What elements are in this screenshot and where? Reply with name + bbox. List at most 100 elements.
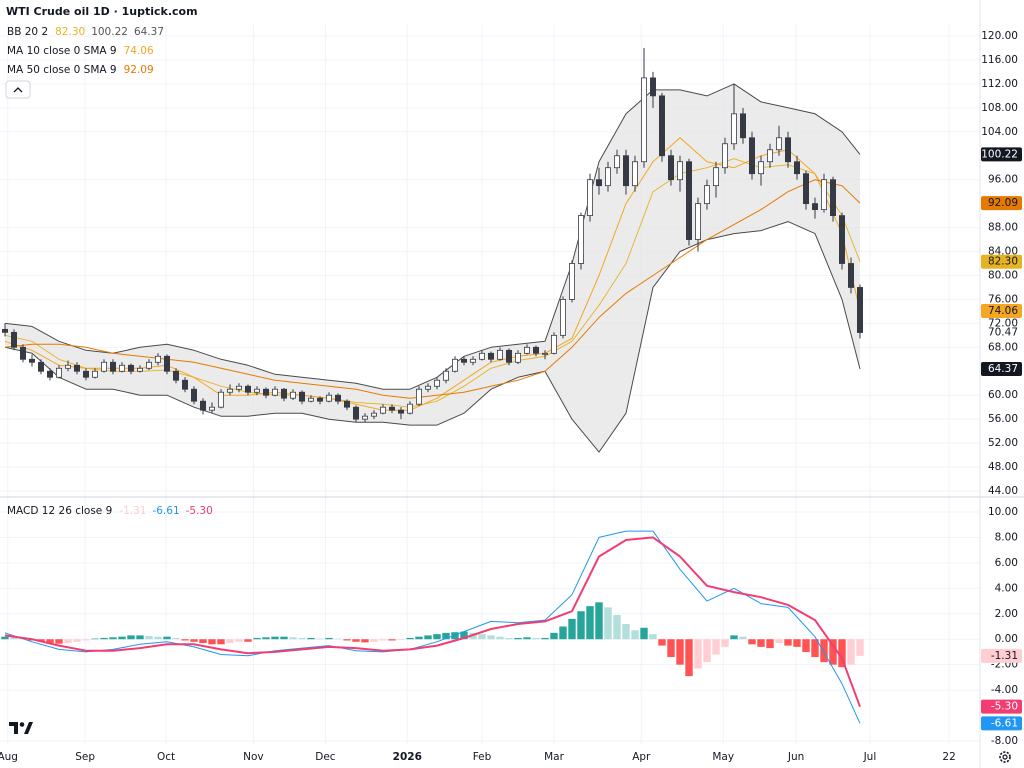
logo-mark [24,722,33,734]
collapse-button[interactable] [5,80,31,99]
histogram-bar [199,639,207,644]
x-tick-label: Nov [243,751,264,763]
candle-body [154,355,161,363]
candle-body [451,358,458,372]
histogram-bar [244,639,252,642]
histogram-bar [802,639,810,652]
candle-body [839,215,846,264]
price-tag-label: -1.31 [991,650,1018,662]
histogram-bar [127,635,135,640]
y-tick-label: 108.00 [981,102,1018,114]
candle-body [56,367,63,378]
y-tick-label: 116.00 [981,54,1018,66]
price-tag [981,699,1022,714]
settings-gear[interactable] [999,751,1011,763]
collapse-button-box[interactable] [5,80,31,99]
candle-body [704,185,711,205]
candle-body [803,173,810,205]
histogram-bar [109,637,117,640]
y-tick-label: 68.00 [988,341,1018,353]
candle-body [677,161,684,181]
histogram-bar [640,627,648,640]
histogram-bar [694,639,702,669]
candle-body [424,385,431,390]
legend: BB 20 2 82.30 100.22 64.37 MA 10 close 0 SMA… [7,26,213,517]
candle-body [136,367,143,372]
histogram-bar [190,639,198,642]
candle-body [352,406,359,420]
x-tick-label: Aug [0,751,18,763]
y-tick-label: 96.00 [988,174,1018,186]
candle-body [262,388,269,396]
histogram-bar [181,639,189,641]
x-tick-label: 22 [942,751,955,763]
price-tag-label: 92.09 [988,197,1018,209]
y-tick-label: -4.00 [991,684,1018,696]
x-tick-label: May [712,751,734,763]
y-tick-label: 52.00 [988,437,1018,449]
histogram-bar [361,639,369,643]
band-lower [4,221,861,453]
price-tag [981,254,1022,269]
settings-button[interactable] [999,751,1011,763]
y-tick-label: 8.00 [995,531,1018,543]
histogram-bar [73,639,81,642]
candle-body [208,406,215,411]
candle-body [857,287,864,333]
histogram-bar [712,639,720,655]
candle-body [794,161,801,175]
candle-body [28,358,35,363]
settings-gear-center[interactable] [1002,754,1008,760]
collapse-icon[interactable] [13,87,23,93]
histogram-bar [631,630,639,640]
candle-body [181,379,188,390]
candle-body [478,352,485,360]
signal-line [4,536,861,708]
candle-body [119,364,126,372]
histogram-bar [46,639,54,644]
candle-body [496,349,503,360]
candle-body [388,406,395,411]
x-tick-label: Apr [632,751,651,763]
candle-body [127,364,134,372]
candle-body [749,137,756,175]
candle-body [379,406,386,414]
histogram-bar [532,637,540,640]
histogram-bar [739,636,747,640]
candle-body [487,352,494,360]
candle-body [551,334,558,354]
candle-body [614,155,621,169]
legend-value: 82.30 [55,26,85,38]
histogram-bar [271,636,279,640]
candle-body [253,388,260,393]
candle-body [199,400,206,411]
histogram-bar [649,634,657,640]
candle-body [695,203,702,240]
candle-body [244,385,251,393]
y-tick-label: 80.00 [988,269,1018,281]
candle-body [740,113,747,139]
histogram-bar [856,639,864,656]
histogram-bar [478,634,486,640]
histogram-bar [235,639,243,642]
candle-body [343,400,350,408]
candle-body [235,385,242,390]
histogram-bar [793,639,801,647]
histogram-bar [829,639,837,665]
histogram-bar [487,635,495,640]
candle-body [569,263,576,300]
candle-body [533,346,540,354]
histogram-bar [289,637,297,640]
histogram-bar [415,636,423,640]
histogram-bar [586,606,594,640]
y-tick-label: 88.00 [988,222,1018,234]
histogram-bar [82,639,90,641]
y-tick-label: 2.00 [995,608,1018,620]
histogram-bar [10,637,18,640]
candle-body [406,403,413,414]
histogram-bar [406,637,414,640]
legend-value: 64.37 [134,26,164,38]
y-tick-label: 72.00 [988,317,1018,329]
histogram-bar [370,639,378,642]
histogram-bar [334,638,342,640]
